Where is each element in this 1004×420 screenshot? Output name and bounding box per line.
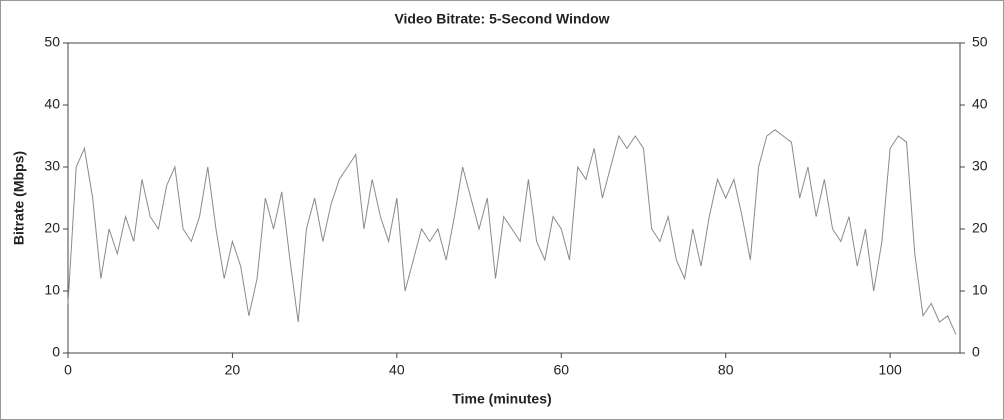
y2-tick-label: 10 [972, 282, 988, 298]
y2-tick-label: 0 [972, 344, 980, 360]
y2-tick-label: 20 [972, 220, 988, 236]
y-tick-label: 20 [44, 220, 60, 236]
y-tick-label: 30 [44, 158, 60, 174]
x-tick-label: 100 [878, 362, 902, 378]
y-tick-label: 40 [44, 96, 60, 112]
x-tick-label: 40 [389, 362, 405, 378]
y2-tick-label: 30 [972, 158, 988, 174]
y2-tick-label: 50 [972, 34, 988, 50]
y-tick-label: 10 [44, 282, 60, 298]
y2-tick-label: 40 [972, 96, 988, 112]
x-tick-label: 20 [225, 362, 241, 378]
x-tick-label: 60 [553, 362, 569, 378]
x-tick-label: 80 [718, 362, 734, 378]
bitrate-line [67, 129, 957, 335]
x-tick-label: 0 [64, 362, 72, 378]
y-tick-label: 0 [52, 344, 60, 360]
plot-border [67, 42, 961, 354]
chart-title: Video Bitrate: 5-Second Window [394, 11, 609, 27]
y-axis-label: Bitrate (Mbps) [11, 151, 27, 245]
x-axis-label: Time (minutes) [452, 391, 551, 407]
y-tick-label: 50 [44, 34, 60, 50]
